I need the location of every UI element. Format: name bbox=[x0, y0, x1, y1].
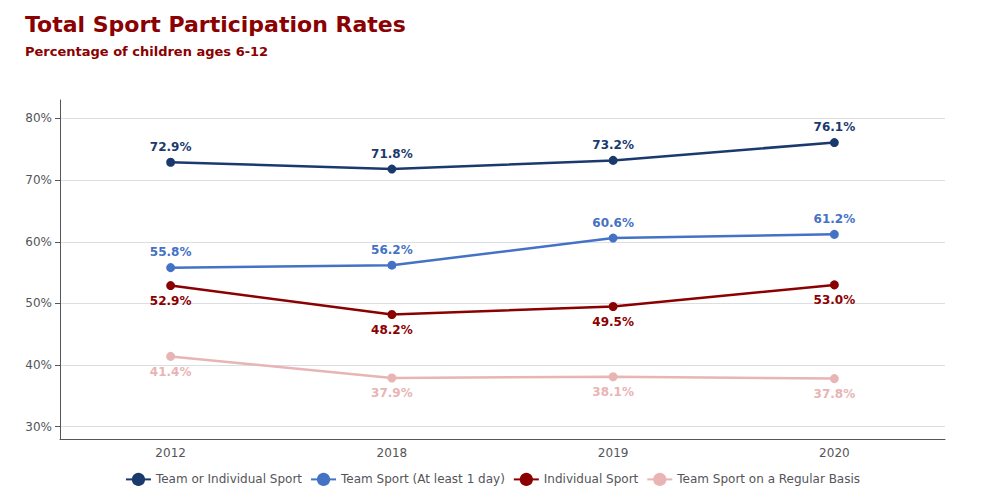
svg-text:Percentage of children ages 6-: Percentage of children ages 6-12 bbox=[25, 44, 268, 59]
svg-text:38.1%: 38.1% bbox=[592, 385, 634, 399]
svg-text:76.1%: 76.1% bbox=[814, 120, 856, 134]
svg-text:2019: 2019 bbox=[598, 446, 629, 460]
svg-text:Individual Sport: Individual Sport bbox=[544, 472, 639, 486]
svg-text:Team or Individual Sport: Team or Individual Sport bbox=[155, 472, 302, 486]
svg-text:48.2%: 48.2% bbox=[371, 323, 413, 337]
svg-text:2012: 2012 bbox=[155, 446, 186, 460]
svg-text:52.9%: 52.9% bbox=[150, 294, 192, 308]
svg-text:73.2%: 73.2% bbox=[592, 138, 634, 152]
svg-text:2018: 2018 bbox=[377, 446, 408, 460]
svg-text:56.2%: 56.2% bbox=[371, 243, 413, 257]
svg-text:72.9%: 72.9% bbox=[150, 140, 192, 154]
svg-text:70%: 70% bbox=[25, 173, 52, 187]
svg-text:60.6%: 60.6% bbox=[592, 216, 634, 230]
svg-text:60%: 60% bbox=[25, 235, 52, 249]
svg-text:37.8%: 37.8% bbox=[814, 387, 856, 401]
svg-text:Total Sport Participation Rate: Total Sport Participation Rates bbox=[25, 12, 406, 37]
svg-text:41.4%: 41.4% bbox=[150, 365, 192, 379]
svg-text:55.8%: 55.8% bbox=[150, 245, 192, 259]
svg-text:53.0%: 53.0% bbox=[814, 293, 856, 307]
svg-text:30%: 30% bbox=[25, 420, 52, 434]
svg-text:71.8%: 71.8% bbox=[371, 147, 413, 161]
svg-text:2020: 2020 bbox=[819, 446, 850, 460]
svg-text:80%: 80% bbox=[25, 111, 52, 125]
svg-text:Team Sport (At least 1 day): Team Sport (At least 1 day) bbox=[340, 472, 505, 486]
svg-text:61.2%: 61.2% bbox=[814, 212, 856, 226]
svg-text:50%: 50% bbox=[25, 296, 52, 310]
svg-text:37.9%: 37.9% bbox=[371, 386, 413, 400]
svg-text:49.5%: 49.5% bbox=[592, 315, 634, 329]
svg-text:Team Sport on a Regular Basis: Team Sport on a Regular Basis bbox=[676, 472, 860, 486]
svg-text:40%: 40% bbox=[25, 358, 52, 372]
